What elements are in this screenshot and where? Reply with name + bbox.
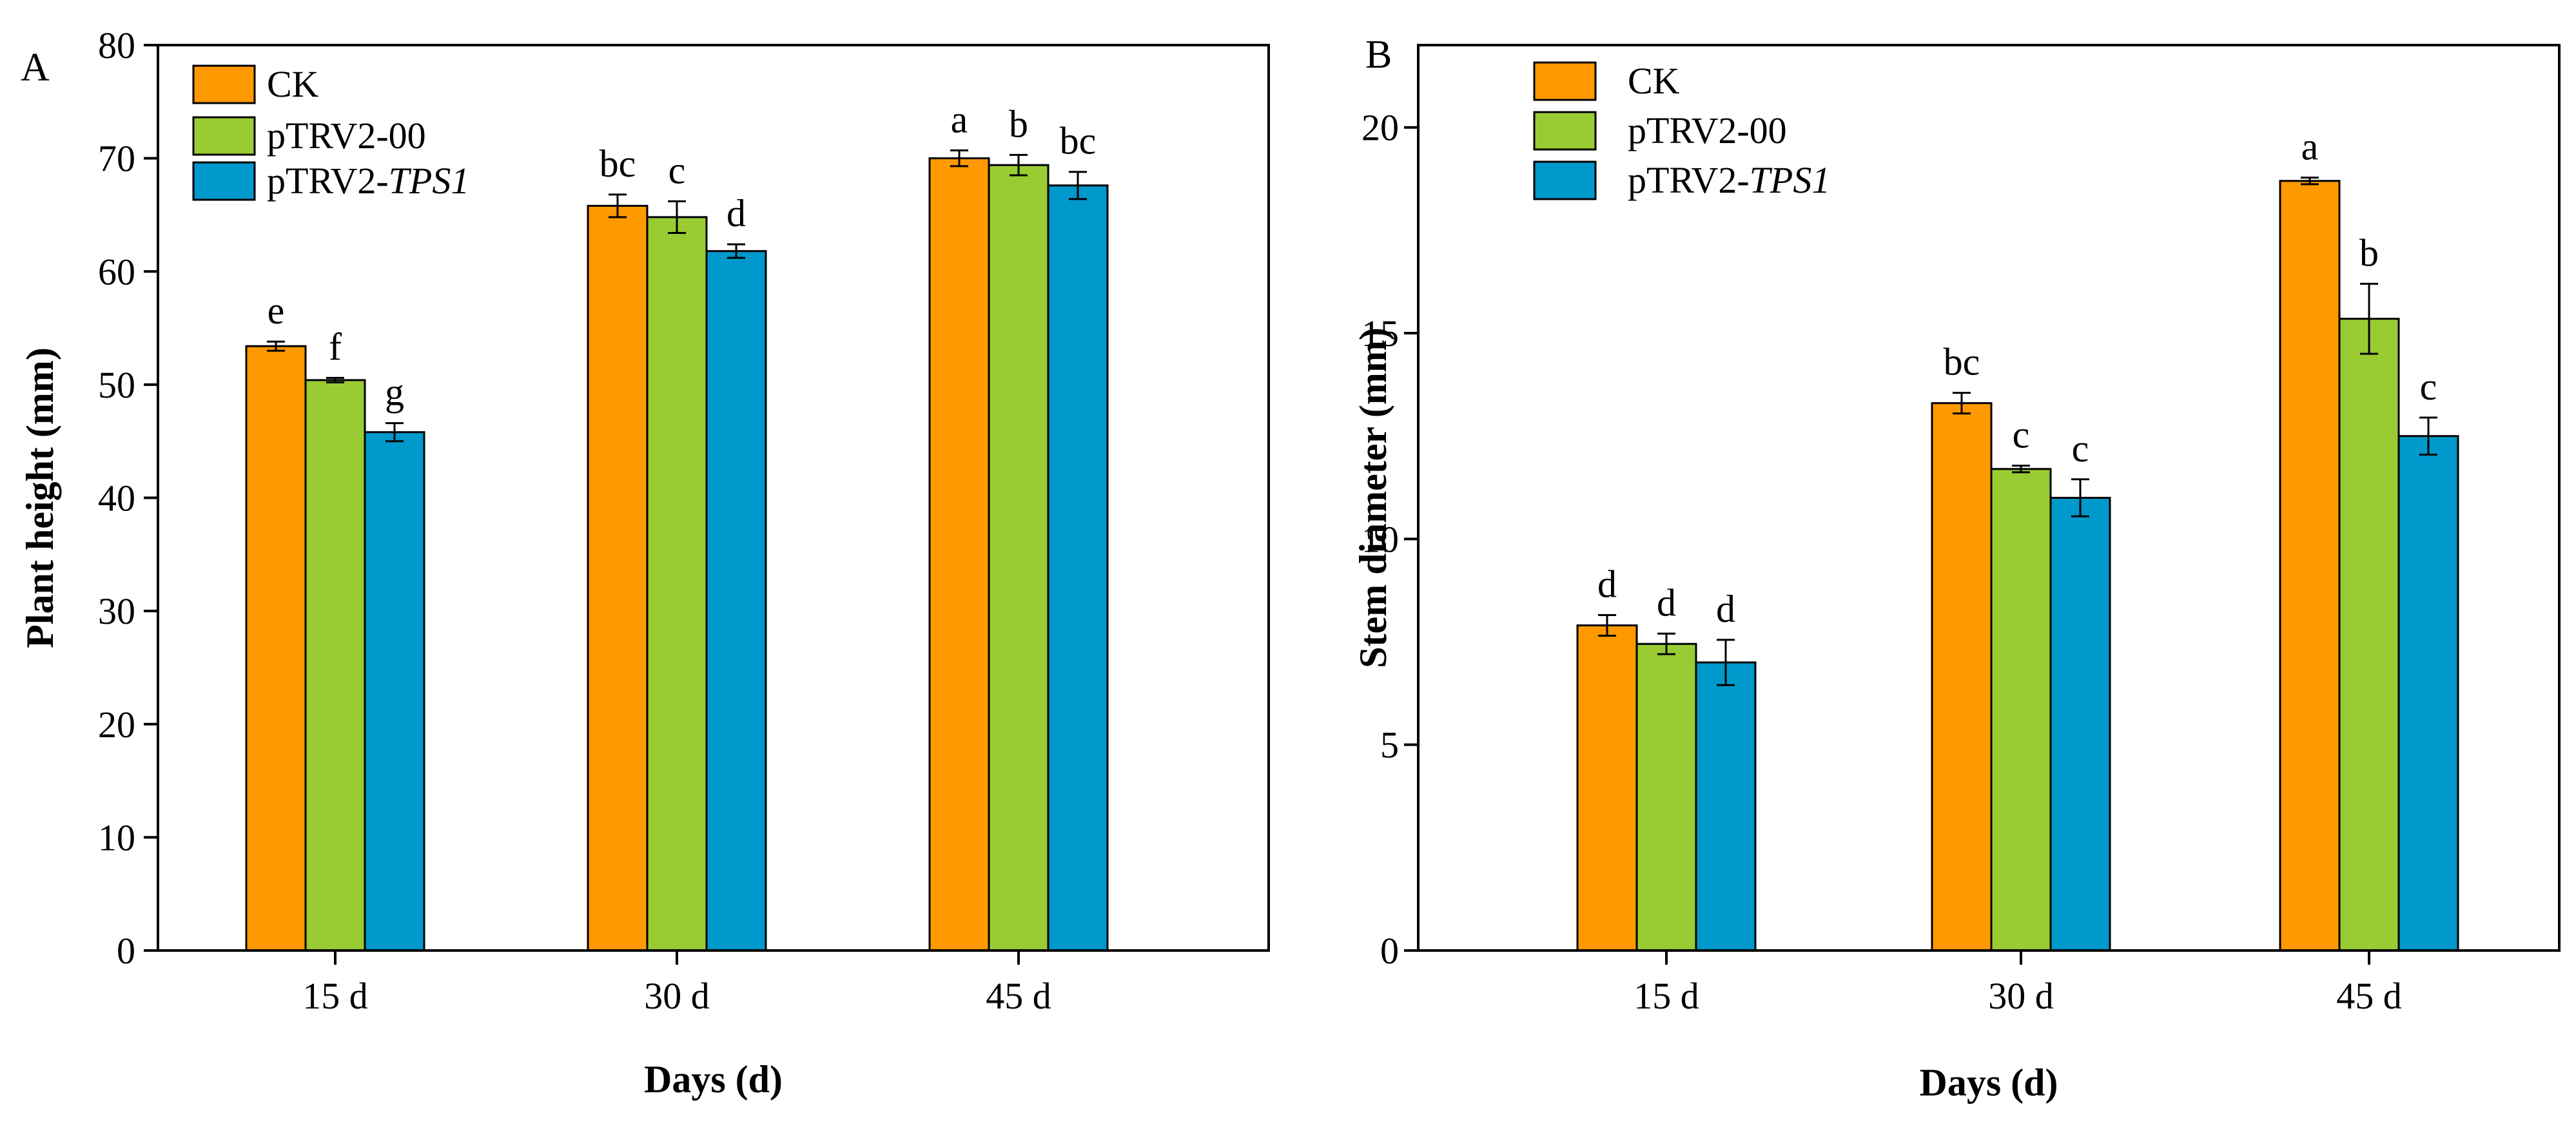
significance-letter: c <box>2013 414 2030 456</box>
legend-label: CK <box>267 63 319 105</box>
y-tick-label: 50 <box>98 364 135 406</box>
y-tick-label: 20 <box>98 704 135 746</box>
legend-label: pTRV2-00 <box>267 115 426 157</box>
y-tick-label: 10 <box>1361 518 1399 560</box>
bar <box>2279 180 2341 952</box>
significance-letter: e <box>268 289 285 332</box>
bar <box>1931 402 1993 952</box>
bar <box>304 379 366 952</box>
legend-label-text: pTRV2-00 <box>1628 110 1787 151</box>
legend-label: pTRV2-TPS1 <box>1628 159 1830 201</box>
legend-label-italic: TPS1 <box>1750 159 1831 201</box>
significance-letter: bc <box>1060 120 1097 162</box>
significance-letter: b <box>1009 102 1028 145</box>
panel-label: B <box>1365 33 1392 77</box>
y-axis-title: Stem diameter (mm) <box>1352 327 1394 668</box>
bar <box>988 164 1049 952</box>
significance-letter: bc <box>600 142 636 185</box>
legend-swatch <box>192 161 256 201</box>
legend-swatch <box>1533 61 1597 101</box>
y-tick-label: 70 <box>98 138 135 180</box>
bar <box>1695 661 1757 952</box>
plot-frame <box>157 44 1270 952</box>
y-tick-label: 60 <box>98 251 135 293</box>
x-tick-label: 15 d <box>302 975 368 1017</box>
legend-label: pTRV2-00 <box>1628 110 1787 151</box>
legend-label-text: pTRV2- <box>1628 159 1750 201</box>
y-tick-label: 5 <box>1380 724 1399 766</box>
bar <box>1990 468 2052 952</box>
bar <box>1635 642 1697 952</box>
bar <box>705 250 767 952</box>
bar <box>1576 624 1638 952</box>
bar <box>2397 435 2459 952</box>
significance-letter: d <box>1657 581 1676 624</box>
bar <box>587 204 649 952</box>
legend-swatch <box>192 64 256 104</box>
y-tick-label: 0 <box>117 930 135 972</box>
bar <box>928 157 990 952</box>
y-tick-label: 40 <box>98 478 135 519</box>
x-axis-title: Days (d) <box>644 1058 783 1101</box>
legend-swatch <box>1533 111 1597 151</box>
significance-letter: c <box>2072 427 2089 470</box>
significance-letter: f <box>329 325 342 368</box>
significance-letter: d <box>727 192 746 235</box>
x-tick-label: 30 d <box>1988 975 2054 1017</box>
bar <box>364 431 425 952</box>
x-tick-label: 30 d <box>644 975 710 1017</box>
legend-label-text: pTRV2- <box>267 160 389 202</box>
y-tick-label: 10 <box>98 816 135 858</box>
legend-label-text: CK <box>267 63 319 105</box>
significance-letter: b <box>2359 231 2379 274</box>
significance-letter: a <box>2301 126 2319 168</box>
chart-panel-a: A 0 10 20 30 40 50 60 70 80 15 d 30 d 45 d e bc a f c b g d b… <box>19 24 1270 1101</box>
x-axis-title: Days (d) <box>1919 1061 2058 1104</box>
bar <box>646 216 708 952</box>
x-tick-label: 15 d <box>1634 975 1699 1017</box>
significance-letter: g <box>385 371 404 414</box>
bar <box>2338 318 2400 952</box>
significance-letter: c <box>2420 365 2437 408</box>
panel-label: A <box>21 46 50 90</box>
x-tick-label: 45 d <box>986 975 1051 1017</box>
y-tick-label: 15 <box>1361 313 1399 354</box>
y-tick-label: 80 <box>98 24 135 66</box>
legend-label: pTRV2-TPS1 <box>267 160 469 202</box>
bar <box>1047 184 1109 952</box>
significance-letter: d <box>1716 588 1735 630</box>
plot-frame <box>1417 44 2561 952</box>
significance-letter: a <box>951 98 968 140</box>
y-tick-label: 30 <box>98 590 135 632</box>
legend-label: CK <box>1628 60 1680 102</box>
legend-label-text: CK <box>1628 60 1680 102</box>
significance-letter: bc <box>1944 341 1980 383</box>
y-tick-label: 0 <box>1380 930 1399 972</box>
legend-label-italic: TPS1 <box>389 160 470 202</box>
legend-label-text: pTRV2-00 <box>267 115 426 157</box>
y-tick-label: 20 <box>1361 107 1399 149</box>
y-axis-title: Plant height (mm) <box>19 347 61 648</box>
bar <box>2049 497 2111 952</box>
bar <box>245 345 307 952</box>
x-tick-label: 45 d <box>2336 975 2402 1017</box>
significance-letter: d <box>1597 563 1617 606</box>
legend-swatch <box>192 116 256 156</box>
legend-swatch <box>1533 160 1597 200</box>
significance-letter: c <box>668 149 686 191</box>
